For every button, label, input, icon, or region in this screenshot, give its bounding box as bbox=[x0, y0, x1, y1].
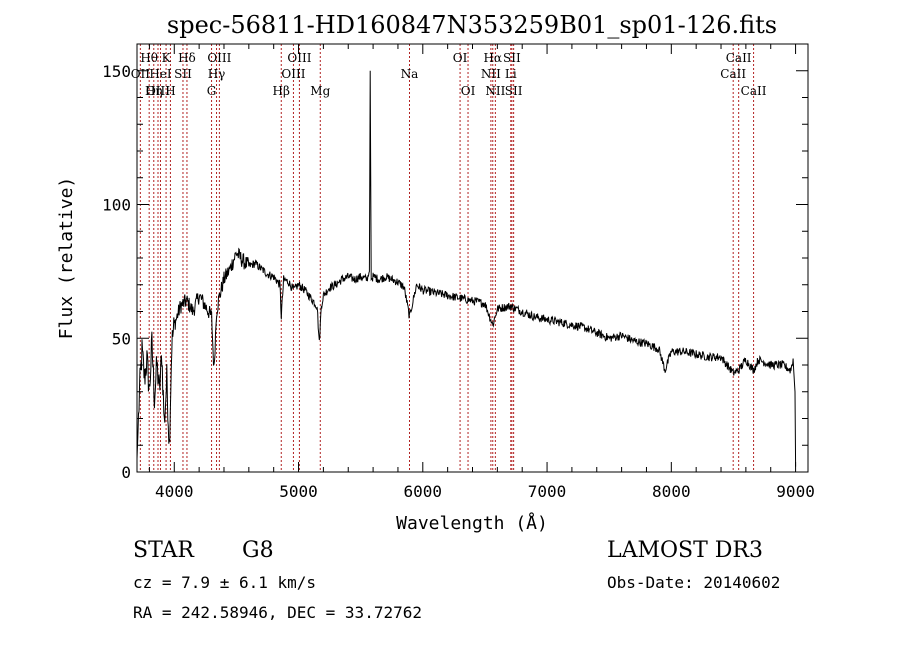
line-label: Hγ bbox=[208, 67, 226, 81]
line-label: Hβ bbox=[273, 84, 290, 98]
x-tick-label: 4000 bbox=[155, 482, 194, 501]
line-label: Na bbox=[401, 67, 419, 81]
x-tick-label: 6000 bbox=[404, 482, 443, 501]
object-subclass: G8 bbox=[242, 538, 274, 563]
spectrum-group bbox=[136, 70, 797, 467]
y-axis-label: Flux (relative) bbox=[56, 177, 77, 340]
x-tick-label: 9000 bbox=[776, 482, 815, 501]
line-label: HeI bbox=[149, 67, 172, 81]
line-label: CaII bbox=[726, 51, 752, 65]
line-label: CaII bbox=[720, 67, 746, 81]
y-tick-label: 0 bbox=[121, 463, 131, 482]
line-label: NII bbox=[485, 84, 505, 98]
line-label: OII bbox=[131, 67, 151, 81]
line-label: Hη bbox=[145, 84, 163, 98]
line-label: Hδ bbox=[178, 51, 196, 65]
x-tick-label: 7000 bbox=[528, 482, 567, 501]
line-label: Mg bbox=[310, 84, 330, 98]
line-label: SII bbox=[503, 51, 521, 65]
line-label: OIII bbox=[207, 51, 231, 65]
observation-date: Obs-Date: 20140602 bbox=[607, 573, 781, 592]
line-label: OIII bbox=[287, 51, 311, 65]
line-label: OIII bbox=[146, 84, 170, 98]
axis-ticks-group: 4000 5000 6000 7000 8000 9000 0 50 100 150 bbox=[102, 43, 815, 501]
line-label: Li bbox=[505, 67, 517, 81]
spectrum-line bbox=[136, 70, 797, 467]
line-label: H bbox=[165, 84, 175, 98]
coordinates: RA = 242.58946, DEC = 33.72762 bbox=[133, 603, 422, 622]
line-label: K bbox=[162, 51, 172, 65]
line-label: NII bbox=[481, 67, 501, 81]
line-label: Hα bbox=[483, 51, 502, 65]
survey-name: LAMOST DR3 bbox=[607, 538, 763, 563]
object-type: STAR bbox=[133, 538, 194, 563]
line-label: SII bbox=[505, 84, 523, 98]
y-tick-label: 150 bbox=[102, 62, 131, 81]
plot-frame bbox=[136, 43, 809, 473]
x-tick-label: 8000 bbox=[652, 482, 691, 501]
line-label: G bbox=[207, 84, 217, 98]
line-label: Hθ bbox=[140, 51, 158, 65]
line-marker-group bbox=[139, 44, 755, 472]
redshift-cz: cz = 7.9 ± 6.1 km/s bbox=[133, 573, 317, 592]
line-label: SII bbox=[174, 67, 192, 81]
chart-title: spec-56811-HD160847N353259B01_sp01-126.f… bbox=[167, 11, 777, 39]
x-axis-label: Wavelength (Å) bbox=[396, 512, 548, 534]
line-label: CaII bbox=[741, 84, 767, 98]
line-label: OI bbox=[453, 51, 468, 65]
y-tick-label: 100 bbox=[102, 196, 131, 215]
line-label: OIII bbox=[281, 67, 305, 81]
y-tick-label: 50 bbox=[112, 329, 131, 348]
line-label: OI bbox=[461, 84, 476, 98]
x-tick-label: 5000 bbox=[279, 482, 318, 501]
line-label-group: Hθ OII OIII K Hη HeI H SII Hδ G OIII Hγ Hβ OIII OIII Mg… bbox=[131, 51, 767, 98]
